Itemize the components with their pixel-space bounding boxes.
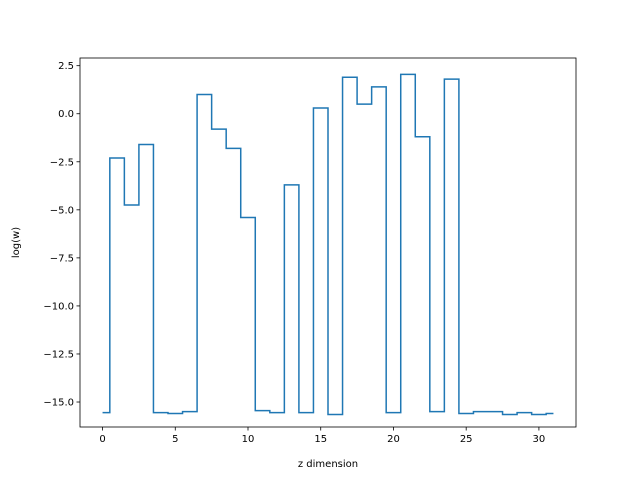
x-axis-label: z dimension bbox=[298, 459, 358, 470]
y-tick-label: 0.0 bbox=[58, 109, 74, 120]
y-tick-label: −10.0 bbox=[43, 301, 74, 312]
y-tick-label: −7.5 bbox=[50, 253, 74, 264]
plot-frame bbox=[79, 57, 577, 428]
x-axis-ticks: 0 5 10 15 20 25 30 bbox=[99, 427, 545, 445]
x-tick-label: 15 bbox=[314, 434, 327, 445]
y-axis-label: log(w) bbox=[11, 227, 22, 258]
y-tick-label: −15.0 bbox=[43, 398, 74, 409]
y-axis-ticks: 2.5 0.0 −2.5 −5.0 −7.5 −10.0 −12.5 −15.0 bbox=[43, 61, 80, 409]
y-tick-label: −2.5 bbox=[50, 157, 74, 168]
x-tick-label: 5 bbox=[172, 434, 178, 445]
x-tick-label: 25 bbox=[460, 434, 473, 445]
y-tick-label: 2.5 bbox=[58, 61, 74, 72]
y-tick-label: −12.5 bbox=[43, 349, 74, 360]
series-layer bbox=[102, 73, 554, 416]
x-tick-label: 0 bbox=[99, 434, 105, 445]
x-tick-label: 30 bbox=[533, 434, 546, 445]
y-tick-label: −5.0 bbox=[50, 205, 74, 216]
series-line-0 bbox=[102, 73, 554, 416]
x-tick-label: 20 bbox=[387, 434, 400, 445]
x-tick-label: 10 bbox=[242, 434, 255, 445]
